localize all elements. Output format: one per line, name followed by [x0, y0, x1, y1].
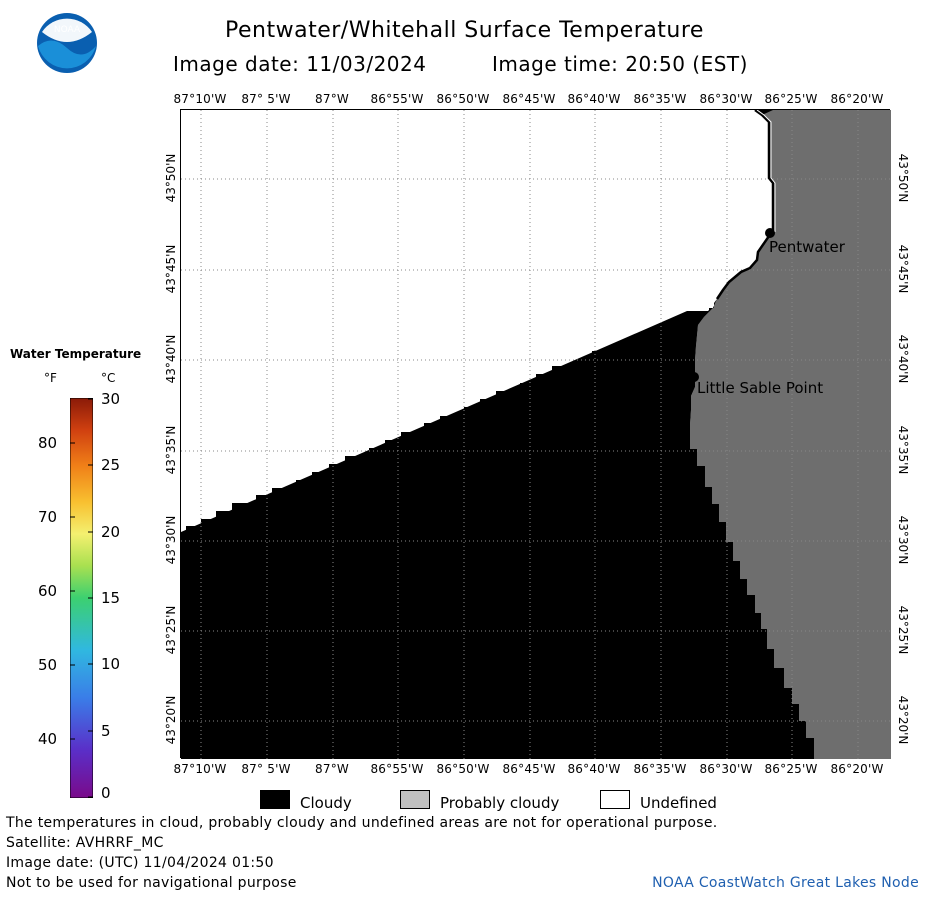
- lat-label-right: 43°30'N: [896, 515, 910, 565]
- key-swatch-probably-cloudy: [400, 790, 430, 809]
- colorbar-f-tick: 70: [38, 508, 58, 526]
- grid-lines: [181, 110, 891, 759]
- colorbar-f-tick: 60: [38, 582, 58, 600]
- lon-label-top: 87°W: [315, 92, 349, 106]
- lat-label-left: 43°35'N: [164, 425, 178, 475]
- legend-unit-c: °C: [101, 371, 116, 385]
- footer-credit-link[interactable]: NOAA CoastWatch Great Lakes Node: [652, 875, 919, 891]
- noaa-logo: NOAA: [36, 12, 98, 74]
- lon-label-top: 86°45'W: [502, 92, 556, 106]
- lon-label-bottom: 86°25'W: [764, 762, 818, 776]
- colorbar-f-tick: 80: [38, 434, 58, 452]
- lon-label-bottom: 87° 5'W: [241, 762, 291, 776]
- colorbar-c-tick: 30: [101, 390, 121, 408]
- lon-label-bottom: 86°20'W: [830, 762, 884, 776]
- lon-label-top: 86°35'W: [633, 92, 687, 106]
- legend-unit-f: °F: [44, 371, 57, 385]
- lat-label-left: 43°20'N: [164, 695, 178, 745]
- little-sable-point-marker: [689, 372, 699, 382]
- lat-label-left: 43°25'N: [164, 605, 178, 655]
- image-time: Image time: 20:50 (EST): [492, 52, 748, 76]
- lon-label-bottom: 87°10'W: [173, 762, 227, 776]
- lon-label-top: 86°50'W: [436, 92, 490, 106]
- place-label-pentwater: Pentwater: [769, 238, 845, 256]
- logo-text: NOAA: [54, 25, 81, 35]
- image-date: Image date: 11/03/2024: [173, 52, 427, 76]
- footer-utc-date: Image date: (UTC) 11/04/2024 01:50: [6, 855, 274, 871]
- land-probably-cloudy-area: [690, 110, 891, 759]
- lon-label-top: 87°10'W: [173, 92, 227, 106]
- colorbar-c-tick: 20: [101, 523, 121, 541]
- lat-label-left: 43°45'N: [164, 244, 178, 294]
- lon-label-bottom: 87°W: [315, 762, 349, 776]
- colorbar-f-tick: 50: [38, 656, 58, 674]
- lon-label-bottom: 86°55'W: [370, 762, 424, 776]
- footer-disclaimer: The temperatures in cloud, probably clou…: [6, 815, 718, 831]
- footer-satellite: Satellite: AVHRRF_MC: [6, 835, 164, 851]
- colorbar-c-tick: 25: [101, 456, 121, 474]
- lon-label-bottom: 86°40'W: [567, 762, 621, 776]
- colorbar-c-tick: 0: [101, 784, 111, 802]
- footer-nav-warning: Not to be used for navigational purpose: [6, 875, 297, 891]
- key-label-undefined: Undefined: [640, 794, 717, 812]
- lon-label-top: 87° 5'W: [241, 92, 291, 106]
- colorbar-f-tick: 40: [38, 730, 58, 748]
- shoreline: [715, 108, 775, 300]
- pentwater-marker: [765, 228, 775, 238]
- lat-label-right: 43°35'N: [896, 425, 910, 475]
- colorbar-c-tick: 15: [101, 589, 121, 607]
- lon-label-top: 86°25'W: [764, 92, 818, 106]
- lon-label-top: 86°40'W: [567, 92, 621, 106]
- key-label-cloudy: Cloudy: [300, 794, 352, 812]
- lon-label-bottom: 86°50'W: [436, 762, 490, 776]
- colorbar-c-tick: 5: [101, 722, 111, 740]
- lon-label-bottom: 86°30'W: [699, 762, 753, 776]
- key-label-probably-cloudy: Probably cloudy: [440, 794, 560, 812]
- lat-label-left: 43°40'N: [164, 334, 178, 384]
- colorbar-c-tick: 10: [101, 655, 121, 673]
- lat-label-left: 43°30'N: [164, 515, 178, 565]
- lat-label-right: 43°45'N: [896, 244, 910, 294]
- lat-label-left: 43°50'N: [164, 153, 178, 203]
- key-swatch-undefined: [600, 790, 630, 809]
- lat-label-right: 43°40'N: [896, 334, 910, 384]
- shoreline-white: [756, 109, 776, 232]
- lon-label-top: 86°30'W: [699, 92, 753, 106]
- map-panel[interactable]: [180, 108, 891, 759]
- cloud-edge-fix: [181, 308, 814, 759]
- temperature-colorbar: [69, 397, 94, 799]
- legend-title: Water Temperature: [10, 347, 142, 361]
- lon-label-bottom: 86°35'W: [633, 762, 687, 776]
- lon-label-bottom: 86°45'W: [502, 762, 556, 776]
- lon-label-top: 86°20'W: [830, 92, 884, 106]
- page-title: Pentwater/Whitehall Surface Temperature: [225, 18, 704, 43]
- lat-label-right: 43°20'N: [896, 695, 910, 745]
- lat-label-right: 43°50'N: [896, 153, 910, 203]
- place-label-little-sable-point: Little Sable Point: [697, 379, 824, 397]
- map-svg: [181, 108, 891, 759]
- lon-label-top: 86°55'W: [370, 92, 424, 106]
- key-swatch-cloudy: [260, 790, 290, 809]
- lat-label-right: 43°25'N: [896, 605, 910, 655]
